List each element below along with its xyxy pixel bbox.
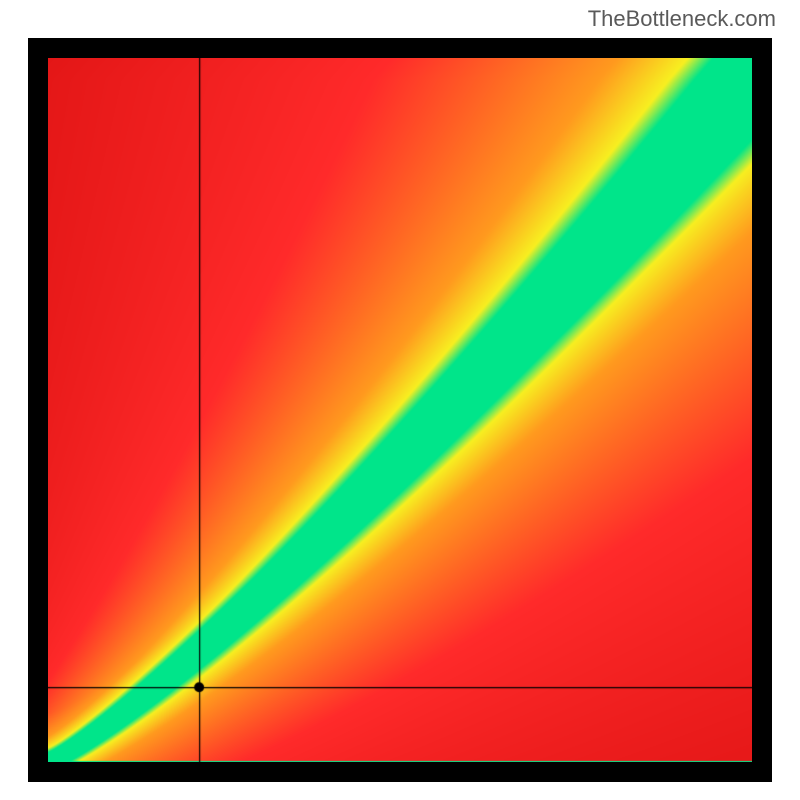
heatmap-canvas <box>48 58 752 762</box>
watermark-text: TheBottleneck.com <box>588 6 776 32</box>
plot-area <box>48 58 752 762</box>
chart-container: TheBottleneck.com <box>0 0 800 800</box>
chart-frame <box>28 38 772 782</box>
